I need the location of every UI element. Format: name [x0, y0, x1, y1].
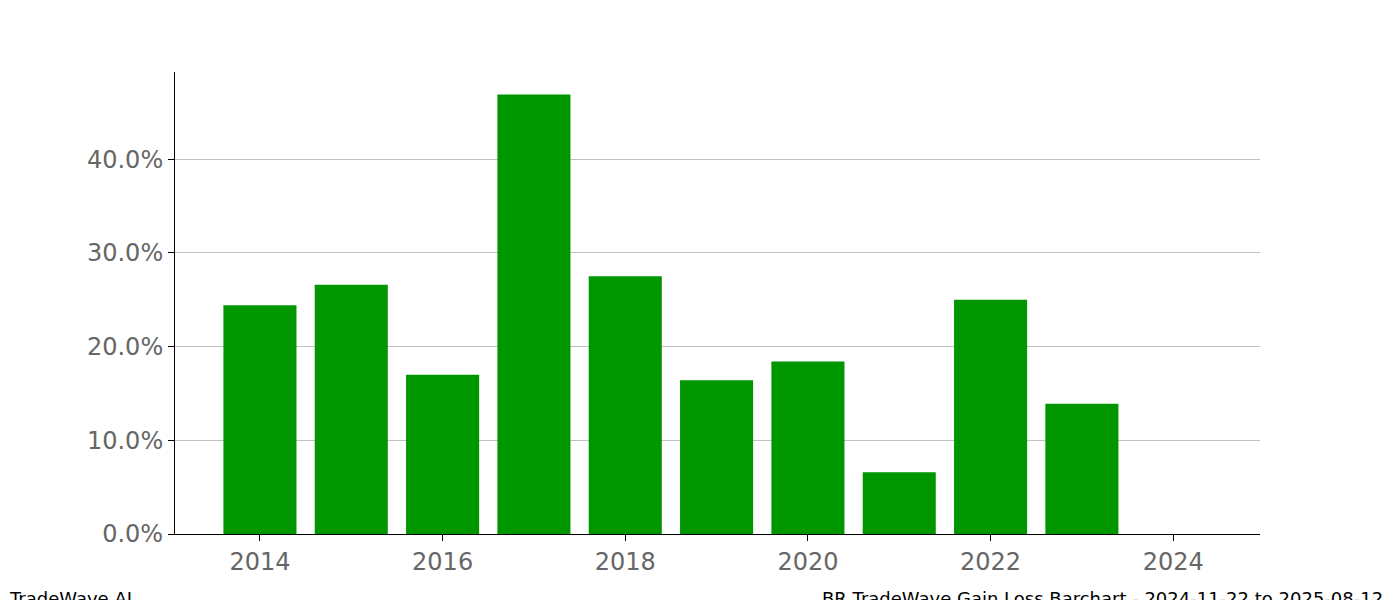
svg-text:2014: 2014: [229, 548, 290, 576]
svg-text:BR TradeWave Gain Loss Barchar: BR TradeWave Gain Loss Barchart - 2024-1…: [822, 588, 1383, 600]
svg-text:40.0%: 40.0%: [87, 146, 163, 174]
svg-text:2024: 2024: [1143, 548, 1204, 576]
svg-text:2022: 2022: [960, 548, 1021, 576]
svg-text:0.0%: 0.0%: [102, 520, 163, 548]
svg-text:2018: 2018: [595, 548, 656, 576]
svg-text:30.0%: 30.0%: [87, 239, 163, 267]
svg-text:2016: 2016: [412, 548, 473, 576]
svg-text:10.0%: 10.0%: [87, 427, 163, 455]
svg-text:2020: 2020: [777, 548, 838, 576]
svg-text:20.0%: 20.0%: [87, 333, 163, 361]
svg-text:TradeWave.AI: TradeWave.AI: [9, 588, 132, 600]
